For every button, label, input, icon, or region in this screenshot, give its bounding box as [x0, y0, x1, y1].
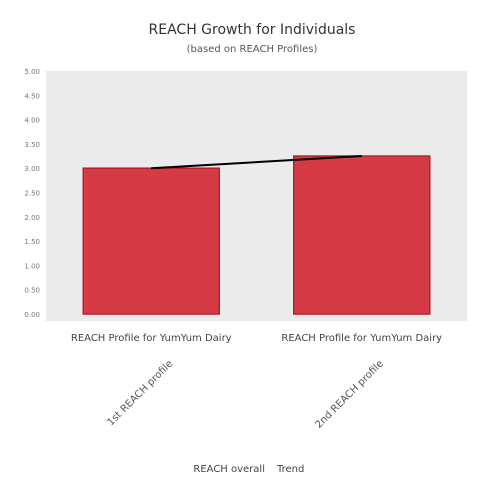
bar [293, 155, 431, 315]
legend: REACH overall Trend [193, 464, 304, 475]
y-tick-label: 0.00 [24, 311, 40, 319]
y-tick-label: 1.50 [24, 238, 40, 246]
y-tick-label: 4.00 [24, 117, 40, 125]
y-tick-label: 3.50 [24, 141, 40, 149]
bar [82, 167, 220, 315]
y-tick-label: 4.50 [24, 92, 40, 100]
x-sublabel: 1st REACH profile [105, 358, 175, 428]
y-tick-label: 1.00 [24, 262, 40, 270]
y-tick-label: 3.00 [24, 165, 40, 173]
y-tick-label: 0.50 [24, 287, 40, 295]
y-tick-label: 2.50 [24, 190, 40, 198]
legend-entry-bar: REACH overall [193, 464, 265, 475]
x-category-label: REACH Profile for YumYum Dairy [71, 333, 232, 344]
x-axis: REACH Profile for YumYum Dairy REACH Prof… [71, 333, 442, 431]
chart-subtitle: (based on REACH Profiles) [187, 44, 318, 55]
trend-line [151, 155, 362, 170]
trend-line-group [151, 155, 362, 170]
legend-entry-trend: Trend [276, 464, 304, 475]
y-axis: 0.00 0.50 1.00 1.50 2.00 2.50 3.00 3.50 4.00 4.50… [24, 68, 40, 319]
y-tick-label: 5.00 [24, 68, 40, 76]
y-tick-label: 2.00 [24, 214, 40, 222]
x-sublabel: 2nd REACH profile [313, 358, 385, 430]
x-category-label: REACH Profile for YumYum Dairy [281, 333, 442, 344]
chart-title: REACH Growth for Individuals [149, 22, 356, 38]
